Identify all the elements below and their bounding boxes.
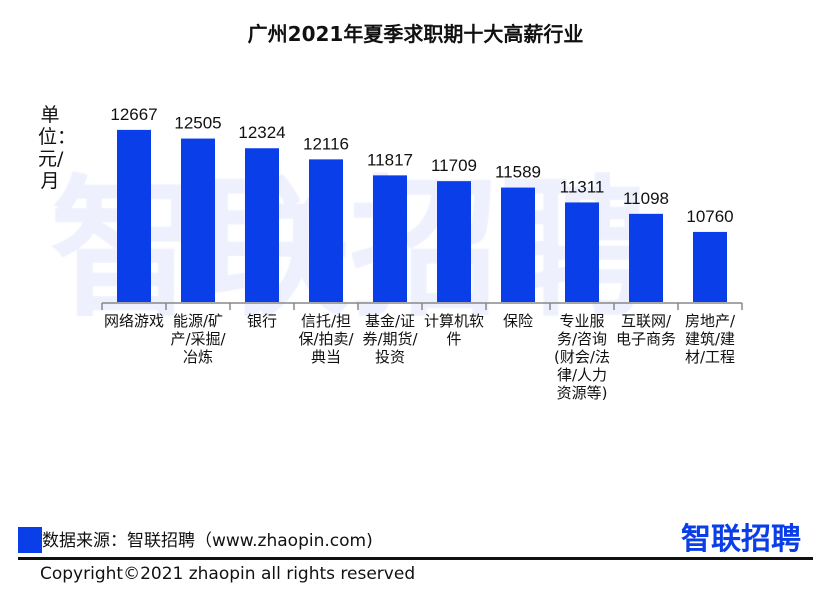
category-label: 计算机软件 xyxy=(423,312,484,348)
data-source: 数据来源：智联招聘（www.zhaopin.com) xyxy=(42,531,373,551)
bar xyxy=(245,148,279,302)
data-label: 12667 xyxy=(110,105,157,124)
category-label: 信托/担保/拍卖/典当 xyxy=(298,312,354,366)
category-label: 专业服务/咨询(财会/法律/人力资源等) xyxy=(554,312,610,402)
category-label: 基金/证券/期货/投资 xyxy=(362,312,418,366)
bar xyxy=(565,202,599,302)
data-label: 11098 xyxy=(623,189,669,208)
category-label: 保险 xyxy=(502,312,533,330)
category-label: 房地产/建筑/建材/工程 xyxy=(684,312,736,366)
bar xyxy=(437,181,471,302)
bar xyxy=(373,175,407,302)
data-label: 12324 xyxy=(238,123,285,142)
data-label: 12116 xyxy=(303,134,349,153)
bar xyxy=(501,187,535,302)
data-label: 11589 xyxy=(495,163,541,182)
copyright: Copyright©2021 zhaopin all rights reserv… xyxy=(40,564,416,584)
data-label: 12505 xyxy=(174,114,221,133)
zhaopin-logo: 智联招聘 xyxy=(681,522,801,557)
data-label: 10760 xyxy=(686,207,733,226)
data-label: 11817 xyxy=(367,150,413,169)
bar xyxy=(309,159,343,302)
source-marker xyxy=(18,527,42,553)
bar xyxy=(629,213,663,302)
data-label: 11709 xyxy=(431,156,477,175)
bar xyxy=(181,138,215,302)
chart-title: 广州2021年夏季求职期十大高薪行业 xyxy=(247,22,584,46)
data-label: 11311 xyxy=(560,177,605,196)
category-label: 互联网/电子商务 xyxy=(615,312,676,348)
bar xyxy=(117,129,151,302)
category-label: 能源/矿产/采掘/冶炼 xyxy=(170,312,226,366)
footer-divider xyxy=(18,557,813,560)
bar xyxy=(693,231,727,302)
category-label: 银行 xyxy=(246,312,277,330)
category-label: 网络游戏 xyxy=(103,312,164,330)
